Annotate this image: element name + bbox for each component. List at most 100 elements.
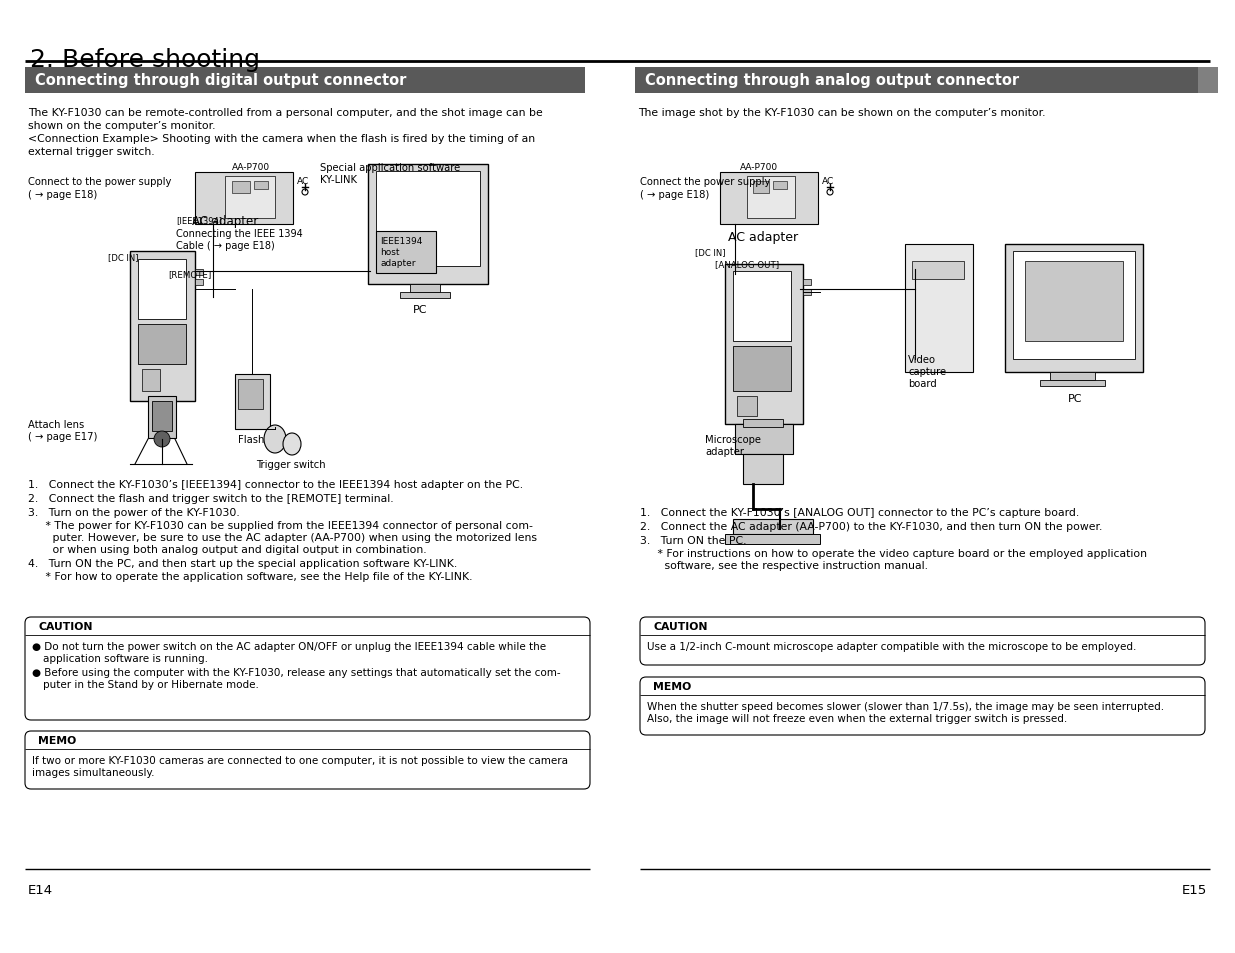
Text: Attach lens: Attach lens [28, 419, 84, 430]
Bar [225, 177, 275, 219]
Text: KY-LINK: KY-LINK [320, 174, 357, 185]
FancyBboxPatch shape [25, 618, 590, 720]
Bar [238, 379, 263, 410]
Bar [375, 232, 436, 274]
Bar [734, 272, 790, 341]
Bar [195, 172, 293, 225]
Text: software, see the respective instruction manual.: software, see the respective instruction… [640, 560, 927, 571]
Text: When the shutter speed becomes slower (slower than 1/7.5s), the image may be see: When the shutter speed becomes slower (s… [647, 701, 1165, 722]
Bar [737, 396, 757, 416]
Bar [911, 262, 965, 280]
Bar [743, 455, 783, 484]
Text: * The power for KY-F1030 can be supplied from the IEEE1394 connector of personal: * The power for KY-F1030 can be supplied… [28, 520, 532, 531]
Text: PC: PC [1068, 394, 1082, 403]
Bar [635, 68, 1205, 94]
Text: Flash: Flash [238, 435, 264, 444]
Bar [773, 182, 787, 190]
Circle shape [154, 432, 170, 448]
Text: MEMO: MEMO [38, 735, 77, 745]
Bar [1013, 252, 1135, 359]
Bar [375, 172, 480, 267]
Text: E14: E14 [28, 883, 53, 896]
Text: capture: capture [908, 367, 946, 376]
Bar [753, 182, 769, 193]
Bar [905, 245, 973, 373]
FancyBboxPatch shape [640, 618, 1205, 665]
Text: board: board [908, 378, 937, 389]
Text: Connect to the power supply: Connect to the power supply [28, 177, 172, 187]
Ellipse shape [283, 434, 301, 456]
Text: [IEEE1394]: [IEEE1394] [177, 215, 222, 225]
Bar [725, 265, 803, 424]
Bar [743, 419, 783, 428]
Bar [720, 172, 818, 225]
Bar [1040, 380, 1105, 387]
Text: The KY-F1030 can be remote-controlled from a personal computer, and the shot ima: The KY-F1030 can be remote-controlled fr… [28, 108, 542, 118]
Text: Microscope: Microscope [705, 435, 761, 444]
Text: Special application software: Special application software [320, 163, 461, 172]
Text: E15: E15 [1182, 883, 1207, 896]
Text: puter. However, be sure to use the AC adapter (AA-P700) when using the motorized: puter. However, be sure to use the AC ad… [28, 533, 537, 542]
Text: IEEE1394: IEEE1394 [380, 236, 422, 246]
Bar [1198, 68, 1218, 94]
Text: ( → page E18): ( → page E18) [28, 190, 98, 200]
Bar [130, 252, 195, 401]
Text: MEMO: MEMO [653, 681, 692, 691]
Text: 2.   Connect the flash and trigger switch to the [REMOTE] terminal.: 2. Connect the flash and trigger switch … [28, 494, 394, 503]
Text: external trigger switch.: external trigger switch. [28, 147, 154, 157]
Text: Trigger switch: Trigger switch [256, 459, 326, 470]
Text: 3.   Turn ON the PC.: 3. Turn ON the PC. [640, 536, 746, 545]
Bar [148, 396, 177, 438]
Text: * For instructions on how to operate the video capture board or the employed app: * For instructions on how to operate the… [640, 548, 1147, 558]
Bar [368, 165, 488, 285]
Text: 1.   Connect the KY-F1030’s [ANALOG OUT] connector to the PC’s capture board.: 1. Connect the KY-F1030’s [ANALOG OUT] c… [640, 507, 1079, 517]
Bar [152, 401, 172, 432]
Ellipse shape [264, 426, 287, 454]
Text: CAUTION: CAUTION [653, 621, 708, 631]
Text: host: host [380, 248, 399, 256]
Text: Connecting through digital output connector: Connecting through digital output connec… [35, 73, 406, 89]
FancyBboxPatch shape [640, 678, 1205, 735]
Text: adapter: adapter [380, 258, 415, 268]
Text: ( → page E17): ( → page E17) [28, 432, 98, 441]
Bar [195, 280, 203, 286]
Bar [747, 177, 795, 219]
Bar [1005, 245, 1144, 373]
Text: 2. Before shooting: 2. Before shooting [30, 48, 261, 71]
Bar [410, 285, 440, 293]
Text: adapter: adapter [705, 447, 743, 456]
Bar [195, 270, 203, 275]
Bar [400, 293, 450, 298]
Text: If two or more KY-F1030 cameras are connected to one computer, it is not possibl: If two or more KY-F1030 cameras are conn… [32, 755, 568, 777]
Text: [DC IN]: [DC IN] [107, 253, 138, 262]
Bar [138, 325, 186, 365]
Text: AA-P700: AA-P700 [740, 163, 778, 172]
Text: 4.   Turn ON the PC, and then start up the special application software KY-LINK.: 4. Turn ON the PC, and then start up the… [28, 558, 457, 568]
Text: Connect the power supply: Connect the power supply [640, 177, 771, 187]
Bar [254, 182, 268, 190]
Bar [232, 182, 249, 193]
Bar [142, 370, 161, 392]
Text: AC: AC [823, 177, 835, 186]
Text: ( → page E18): ( → page E18) [640, 190, 709, 200]
Bar [735, 424, 793, 455]
Text: 1.   Connect the KY-F1030’s [IEEE1394] connector to the IEEE1394 host adapter on: 1. Connect the KY-F1030’s [IEEE1394] con… [28, 479, 524, 490]
Text: 2.   Connect the AC adapter (AA-P700) to the KY-F1030, and then turn ON the powe: 2. Connect the AC adapter (AA-P700) to t… [640, 521, 1103, 532]
Bar [235, 375, 270, 430]
FancyBboxPatch shape [25, 731, 590, 789]
Bar [803, 290, 811, 295]
Bar [725, 535, 820, 544]
Text: Cable ( → page E18): Cable ( → page E18) [177, 241, 274, 251]
Text: Video: Video [908, 355, 936, 365]
Text: Connecting through analog output connector: Connecting through analog output connect… [645, 73, 1019, 89]
Bar [734, 347, 790, 392]
Text: application software is running.: application software is running. [43, 654, 207, 663]
Text: 3.   Turn on the power of the KY-F1030.: 3. Turn on the power of the KY-F1030. [28, 507, 240, 517]
Text: [REMOTE]: [REMOTE] [168, 270, 211, 278]
Text: AC adapter: AC adapter [727, 231, 798, 244]
Bar [734, 519, 813, 535]
Text: puter in the Stand by or Hibernate mode.: puter in the Stand by or Hibernate mode. [43, 679, 259, 689]
Text: CAUTION: CAUTION [38, 621, 93, 631]
Bar [1025, 262, 1123, 341]
Text: PC: PC [412, 305, 427, 314]
